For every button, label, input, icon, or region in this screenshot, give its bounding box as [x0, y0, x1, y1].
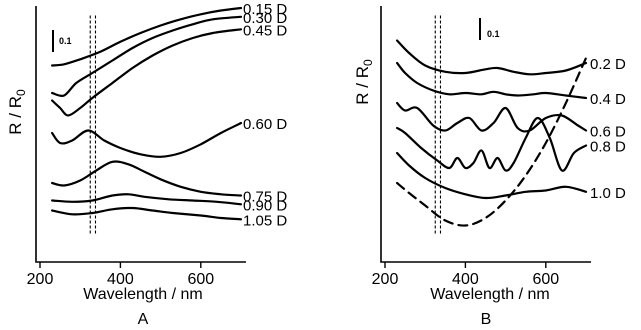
panel-a-axes	[35, 6, 246, 263]
panel-b-curves	[396, 39, 588, 227]
panel-b-y-axis-label-sub: 0	[361, 59, 375, 66]
panel-b: 0.2 D0.4 D0.6 D0.8 D1.0 D 200 400 600 0.1 …	[353, 6, 626, 328]
panel-a-series-label-1-05-d: 1.05 D	[243, 212, 287, 229]
panel-a-y-axis-label-sub: 0	[14, 89, 28, 96]
panel-a-scale-bar-label: 0.1	[59, 36, 72, 46]
panel-a-series-labels: 0.15 D0.30 D0.45 D 0.60 D 0.75 D0.90 D1.05…	[243, 1, 287, 229]
panel-a-ticks	[39, 262, 202, 268]
panel-b-letter: B	[481, 311, 492, 328]
panel-b-series-label-0-4-d: 0.4 D	[590, 91, 626, 108]
panel-a-curve-0-30-d	[51, 15, 243, 97]
panel-b-series-labels: 0.2 D 0.4 D 0.6 D0.8 D 1.0 D	[590, 56, 626, 202]
panel-a-series-label-0-90-d: 0.90 D	[243, 197, 287, 214]
panel-a-tick-labels: 200 400 600	[27, 271, 215, 288]
panel-a-marker-lines	[89, 15, 97, 236]
panel-b-ticks	[384, 262, 547, 268]
panel-b-series-label-0-6-d: 0.6 D	[590, 124, 626, 141]
panel-a-series-label-0-60-d: 0.60 D	[243, 116, 287, 133]
panel-b-series-label-0-2-d: 0.2 D	[590, 56, 626, 73]
panel-a-curve-0-15-d	[51, 6, 243, 67]
panel-b-y-axis-label: R / R0	[353, 59, 375, 105]
panel-b-curve-0-8-d	[396, 116, 588, 172]
panel-b-tick-labels: 200 400 600	[372, 271, 560, 288]
panel-a-y-axis-label-main: R / R	[6, 96, 25, 135]
panel-a-xtick-label-600: 600	[187, 271, 214, 288]
panel-a-series-label-0-15-d: 0.15 D	[243, 1, 287, 18]
panel-b-xtick-label-400: 400	[452, 271, 479, 288]
panel-a: 0.15 D0.30 D0.45 D 0.60 D 0.75 D0.90 D1.05…	[6, 1, 287, 328]
panel-a-curve-0-45-d	[51, 28, 243, 117]
panel-a-curve-0-60-d	[51, 121, 243, 158]
panel-a-curve-0-90-d	[51, 193, 243, 206]
panel-a-curve-0-75-d	[51, 160, 243, 197]
panel-b-curve-dashed-reference	[396, 56, 588, 227]
panel-b-axes	[380, 6, 591, 263]
panel-b-series-label-1-0-d: 1.0 D	[590, 185, 626, 202]
panel-b-xtick-label-600: 600	[532, 271, 559, 288]
panel-b-series-label-0-8-d: 0.8 D	[590, 139, 626, 156]
panel-a-letter: A	[138, 311, 149, 328]
panel-b-curve-0-4-d	[396, 61, 588, 100]
panel-a-xtick-label-400: 400	[107, 271, 134, 288]
panel-b-marker-lines	[434, 15, 442, 236]
panel-b-xtick-label-200: 200	[372, 271, 399, 288]
panel-a-x-axis-label: Wavelength / nm	[83, 286, 202, 303]
panel-b-curve-0-6-d	[396, 101, 588, 133]
panel-a-xtick-label-200: 200	[27, 271, 54, 288]
panel-a-series-label-0-75-d: 0.75 D	[243, 189, 287, 206]
panel-b-y-axis-label-main: R / R	[353, 66, 372, 105]
panel-b-curve-1-0-d	[396, 151, 588, 200]
panel-b-x-axis-label: Wavelength / nm	[430, 286, 549, 303]
panel-a-curves	[51, 6, 243, 221]
panel-a-series-label-0-45-d: 0.45 D	[243, 22, 287, 39]
panel-a-y-axis-label: R / R0	[6, 89, 28, 135]
panel-b-curve-0-2-d	[396, 39, 588, 76]
panel-a-curve-1-05-d	[51, 206, 243, 221]
panel-b-scale-bar-label: 0.1	[487, 29, 500, 39]
panel-a-series-label-0-30-d: 0.30 D	[243, 10, 287, 27]
